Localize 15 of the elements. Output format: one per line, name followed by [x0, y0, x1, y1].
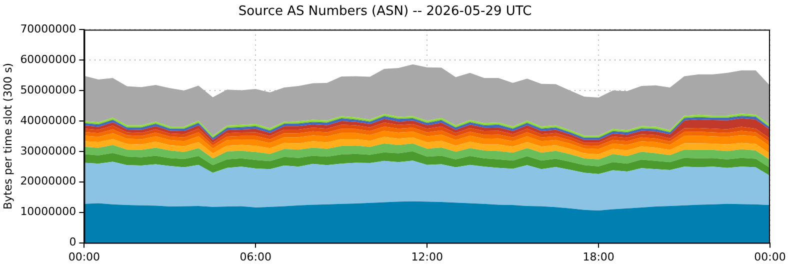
x-tick-label: 06:00	[240, 250, 272, 264]
y-tick-label: 10000000	[20, 205, 76, 218]
y-tick-label: 40000000	[20, 114, 76, 127]
x-tick-label: 00:00	[68, 250, 100, 264]
y-axis-title: Bytes per time slot (300 s)	[1, 62, 14, 210]
y-tick-label: 20000000	[20, 174, 76, 188]
y-tick-label: 60000000	[20, 52, 76, 66]
x-tick-label: 18:00	[582, 250, 614, 264]
y-tick-label: 70000000	[20, 22, 76, 36]
y-tick-label: 0	[69, 236, 76, 249]
y-tick-label: 30000000	[20, 144, 76, 158]
x-tick-label: 12:00	[411, 250, 443, 264]
x-tick-label: 00:00	[754, 250, 786, 264]
y-tick-label: 50000000	[20, 83, 76, 96]
chart-title: Source AS Numbers (ASN) -- 2026-05-29 UTC	[238, 4, 532, 20]
